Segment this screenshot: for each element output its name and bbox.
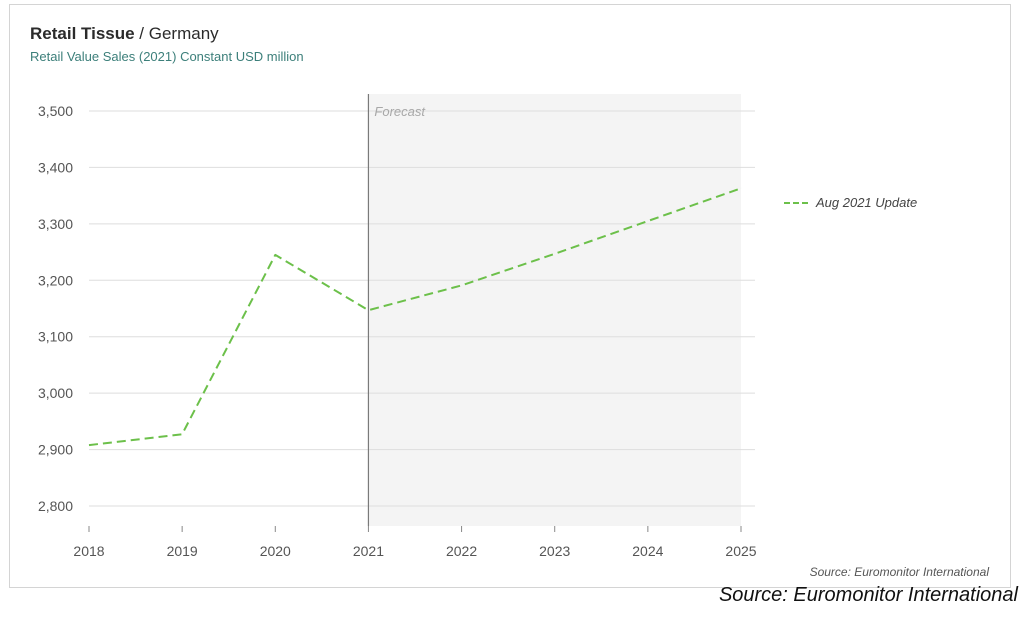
data-point: [554, 253, 556, 255]
legend: Aug 2021 Update: [784, 195, 917, 210]
data-point: [461, 284, 463, 286]
data-point: [181, 433, 183, 435]
data-point: [274, 254, 276, 256]
x-tick-label: 2020: [260, 543, 291, 559]
forecast-region-layer: [368, 94, 741, 526]
x-tick-label: 2025: [725, 543, 756, 559]
x-tick-label: 2024: [632, 543, 663, 559]
axis-layer: 2,800 2,900 3,000 3,100 3,200 3,300 3,400 3,500…: [38, 94, 757, 559]
x-tick-label: 2022: [446, 543, 477, 559]
gridlines-layer: [89, 110, 755, 507]
title-separator: /: [134, 24, 149, 43]
y-tick-label: 2,900: [38, 442, 73, 458]
data-point: [647, 220, 649, 222]
title-region: Germany: [148, 24, 219, 43]
x-tick-label: 2023: [539, 543, 570, 559]
chart-subtitle: Retail Value Sales (2021) Constant USD m…: [30, 49, 304, 64]
x-tick-label: 2021: [353, 543, 384, 559]
forecast-region: [368, 94, 741, 526]
x-tick-label: 2018: [73, 543, 104, 559]
data-point: [367, 309, 369, 311]
chart-title: Retail Tissue / Germany: [30, 24, 219, 44]
y-tick-label: 3,000: [38, 385, 73, 401]
data-point: [88, 444, 90, 446]
x-tick-label: 2019: [167, 543, 198, 559]
y-tick-label: 3,100: [38, 329, 73, 345]
legend-swatch-dashed-line: [784, 201, 808, 204]
series-layer: [88, 187, 742, 447]
y-tick-label: 3,500: [38, 103, 73, 119]
legend-label: Aug 2021 Update: [816, 195, 918, 210]
chart-source-note: Source: Euromonitor International: [809, 565, 989, 579]
y-tick-label: 3,400: [38, 159, 73, 175]
image-source-caption: Source: Euromonitor International: [718, 584, 1018, 606]
y-tick-label: 2,800: [38, 498, 73, 514]
series-line: [88, 187, 742, 447]
forecast-label: Forecast: [374, 104, 426, 119]
data-point: [740, 187, 742, 189]
y-tick-label: 3,300: [38, 216, 73, 232]
y-tick-label: 3,200: [38, 272, 73, 288]
title-main: Retail Tissue: [30, 24, 135, 43]
